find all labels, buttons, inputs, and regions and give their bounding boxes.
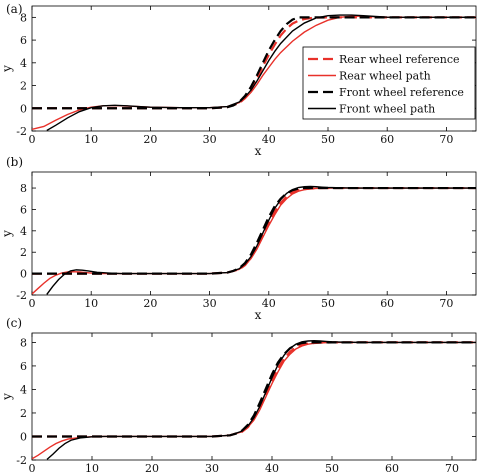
series-line-front-wheel-reference — [32, 16, 476, 110]
y-tick-label: -2 — [16, 454, 27, 467]
series-line-rear-wheel-reference — [32, 341, 476, 438]
x-axis-label: x — [255, 144, 262, 158]
x-tick-label: 0 — [29, 133, 36, 146]
plot-area — [32, 14, 476, 131]
y-tick-label: 6 — [20, 360, 27, 373]
y-tick-label: 0 — [20, 102, 27, 115]
y-tick-label: -2 — [16, 125, 27, 138]
x-tick-label: 40 — [262, 297, 276, 310]
series-line-rear-wheel-path — [32, 341, 476, 460]
y-axis-label: y — [0, 393, 14, 401]
series-line-front-wheel-path — [46, 185, 476, 295]
axes-frame — [31, 5, 477, 132]
x-tick-label: 20 — [145, 462, 159, 474]
x-axis-label: x — [255, 308, 262, 322]
x-tick-label: 30 — [203, 297, 217, 310]
x-tick-label: 0 — [29, 462, 36, 474]
series-line-rear-wheel-path — [32, 187, 476, 295]
y-tick-label: 2 — [20, 246, 27, 259]
legend: Rear wheel reference Rear wheel path Front… — [302, 46, 476, 120]
plot-area — [32, 339, 476, 460]
x-tick-label: 50 — [325, 462, 339, 474]
legend-entry-label: Front wheel path — [339, 103, 435, 116]
x-tick-label: 60 — [380, 133, 394, 146]
x-tick-label: 10 — [85, 462, 99, 474]
x-tick-label: 30 — [205, 462, 219, 474]
y-tick-label: 6 — [20, 203, 27, 216]
x-tick-label: 60 — [385, 462, 399, 474]
x-tick-label: 20 — [143, 297, 157, 310]
x-tick-label: 40 — [265, 462, 279, 474]
x-tick-label: 20 — [143, 133, 157, 146]
x-tick-label: 70 — [445, 462, 459, 474]
x-tick-label: 30 — [203, 133, 217, 146]
series-line-front-wheel-path — [46, 339, 476, 460]
legend-entry-label: Front wheel reference — [339, 86, 464, 99]
x-tick-label: 70 — [439, 297, 453, 310]
series-line-front-wheel-reference — [32, 186, 476, 275]
y-tick-label: 6 — [20, 34, 27, 47]
x-tick-label: 10 — [84, 133, 98, 146]
x-tick-label: 50 — [321, 297, 335, 310]
series-line-rear-wheel-reference — [32, 186, 476, 275]
y-tick-label: 8 — [20, 182, 27, 195]
x-tick-label: 0 — [29, 297, 36, 310]
y-tick-label: 2 — [20, 407, 27, 420]
series-line-front-wheel-path — [46, 14, 476, 131]
y-tick-label: 4 — [20, 225, 27, 238]
y-tick-label: 8 — [20, 11, 27, 24]
y-tick-label: 4 — [20, 57, 27, 70]
y-tick-label: 0 — [20, 430, 27, 443]
legend-entry-label: Rear wheel reference — [339, 53, 460, 66]
y-axis-label: y — [0, 65, 14, 73]
panel-label: (b) — [6, 155, 23, 169]
y-axis-label: y — [0, 230, 14, 238]
x-tick-label: 50 — [321, 133, 335, 146]
y-tick-label: 8 — [20, 336, 27, 349]
y-tick-label: 2 — [20, 80, 27, 93]
y-tick-label: 0 — [20, 268, 27, 281]
x-tick-label: 60 — [380, 297, 394, 310]
axes-frame — [31, 332, 477, 461]
panel-label: (c) — [6, 316, 22, 330]
series-line-rear-wheel-reference — [32, 16, 476, 110]
x-tick-label: 10 — [84, 297, 98, 310]
series-line-front-wheel-reference — [32, 341, 476, 438]
axes-frame — [31, 171, 477, 296]
panel-label: (a) — [6, 2, 23, 16]
legend-entry-label: Rear wheel path — [339, 70, 431, 83]
plot-area — [32, 185, 476, 295]
x-tick-label: 40 — [262, 133, 276, 146]
y-tick-label: 4 — [20, 383, 27, 396]
y-tick-label: -2 — [16, 289, 27, 302]
x-tick-label: 70 — [439, 133, 453, 146]
